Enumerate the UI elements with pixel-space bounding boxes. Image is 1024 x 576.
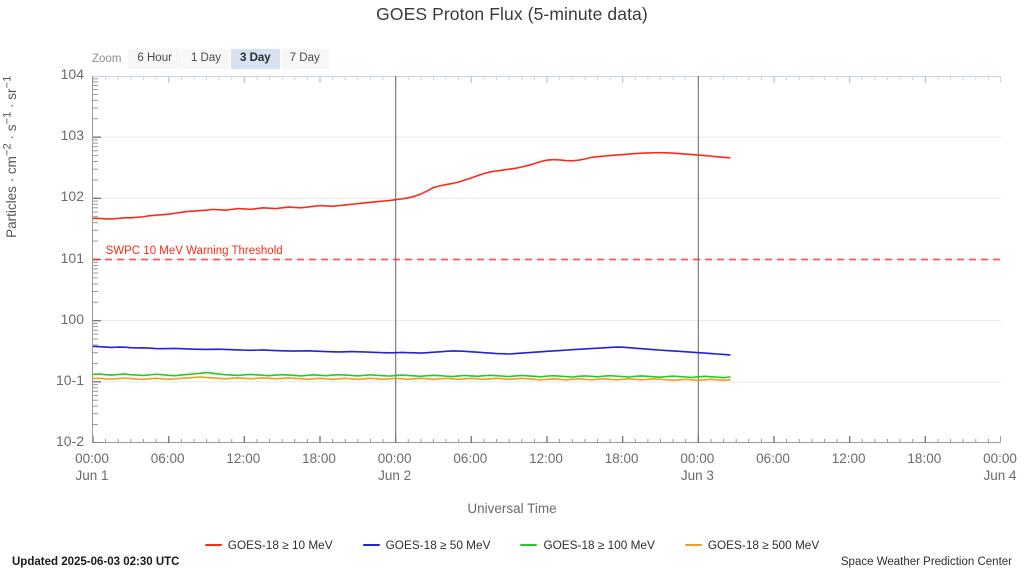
y-tick-label: 101 <box>60 249 84 266</box>
threshold-annotation-label: SWPC 10 MeV Warning Threshold <box>105 244 283 257</box>
x-tick-group: 18:00 <box>879 450 969 467</box>
x-tick-group: 00:00 Jun 4 <box>955 450 1024 484</box>
x-tick-time: 00:00 <box>75 451 109 466</box>
x-tick-group: 00:00 Jun 1 <box>47 450 137 484</box>
x-tick-time: 00:00 <box>680 451 715 466</box>
plot-area[interactable]: SWPC 10 MeV Warning Threshold <box>92 76 1001 443</box>
x-tick-time: 00:00 <box>377 451 412 466</box>
x-tick-time: 12:00 <box>831 451 866 466</box>
series-line-2 <box>93 371 731 379</box>
x-tick-time: 06:00 <box>756 451 790 466</box>
x-tick-time: 18:00 <box>604 451 639 466</box>
x-tick-group: 06:00 <box>425 450 515 467</box>
x-tick-group: 12:00 <box>804 450 894 467</box>
x-tick-date: Jun 1 <box>75 468 109 483</box>
x-tick-group: 00:00 Jun 2 <box>350 450 440 484</box>
legend-swatch-500-mev <box>684 543 702 547</box>
zoom-label: Zoom <box>92 53 122 65</box>
legend-swatch-10-mev <box>204 543 222 547</box>
y-tick-label: 103 <box>60 127 84 144</box>
x-tick-date: Jun 4 <box>983 468 1017 483</box>
legend-label-10-mev: GOES-18 ≥ 10 MeV <box>227 538 333 552</box>
x-tick-group: 06:00 <box>123 450 213 467</box>
x-tick-time: 12:00 <box>226 451 261 466</box>
footer-source-attribution: Space Weather Prediction Center <box>840 556 1012 568</box>
x-tick-date: Jun 3 <box>680 468 714 483</box>
x-tick-date: Jun 2 <box>378 468 412 483</box>
chart-legend: GOES-18 ≥ 10 MeV GOES-18 ≥ 50 MeV GOES-1… <box>0 538 1024 552</box>
zoom-button-3-day[interactable]: 3 Day <box>230 48 280 70</box>
legend-item-50-mev[interactable]: GOES-18 ≥ 50 MeV <box>362 538 491 552</box>
x-tick-group: 12:00 <box>198 450 288 467</box>
legend-label-100-mev: GOES-18 ≥ 100 MeV <box>543 538 655 552</box>
series-line-1 <box>93 345 731 356</box>
x-tick-group: 18:00 <box>274 450 364 467</box>
x-tick-group: 06:00 <box>728 450 818 467</box>
x-tick-time: 18:00 <box>907 451 942 466</box>
y-tick-label: 104 <box>60 66 84 82</box>
x-tick-time: 06:00 <box>453 451 488 466</box>
y-tick-label: 10-1 <box>55 371 84 388</box>
x-tick-group: 00:00 Jun 3 <box>652 450 742 484</box>
x-axis-title: Universal Time <box>467 501 557 516</box>
y-tick-label: 100 <box>60 310 84 327</box>
legend-label-50-mev: GOES-18 ≥ 50 MeV <box>385 538 491 552</box>
zoom-range-controls: Zoom 6 Hour 1 Day 3 Day 7 Day <box>92 48 330 70</box>
series-line-0 <box>93 151 731 220</box>
legend-item-100-mev[interactable]: GOES-18 ≥ 100 MeV <box>520 538 655 552</box>
x-tick-time: 06:00 <box>150 451 185 466</box>
page-title: GOES Proton Flux (5-minute data) <box>376 4 648 24</box>
x-tick-group: 18:00 <box>577 450 667 467</box>
zoom-button-6-hour[interactable]: 6 Hour <box>128 48 181 70</box>
x-tick-group: 12:00 <box>501 450 591 467</box>
series-line-3 <box>93 376 731 382</box>
legend-label-500-mev: GOES-18 ≥ 500 MeV <box>707 538 820 552</box>
y-tick-label: 10-2 <box>55 433 84 449</box>
zoom-button-7-day[interactable]: 7 Day <box>280 48 329 70</box>
x-tick-time: 12:00 <box>529 451 563 466</box>
legend-item-500-mev[interactable]: GOES-18 ≥ 500 MeV <box>684 538 820 552</box>
legend-swatch-100-mev <box>520 543 538 547</box>
x-tick-time: 00:00 <box>983 451 1017 466</box>
y-tick-label: 102 <box>60 188 84 205</box>
legend-swatch-50-mev <box>362 543 380 547</box>
footer-updated-timestamp: Updated 2025-06-03 02:30 UTC <box>12 556 180 568</box>
x-tick-time: 18:00 <box>302 451 336 466</box>
y-axis-tick-labels: 104 103 102 101 100 10-1 10-2 <box>0 0 84 576</box>
legend-item-10-mev[interactable]: GOES-18 ≥ 10 MeV <box>204 538 333 552</box>
zoom-button-1-day[interactable]: 1 Day <box>181 48 230 70</box>
plot-canvas <box>93 76 1001 443</box>
